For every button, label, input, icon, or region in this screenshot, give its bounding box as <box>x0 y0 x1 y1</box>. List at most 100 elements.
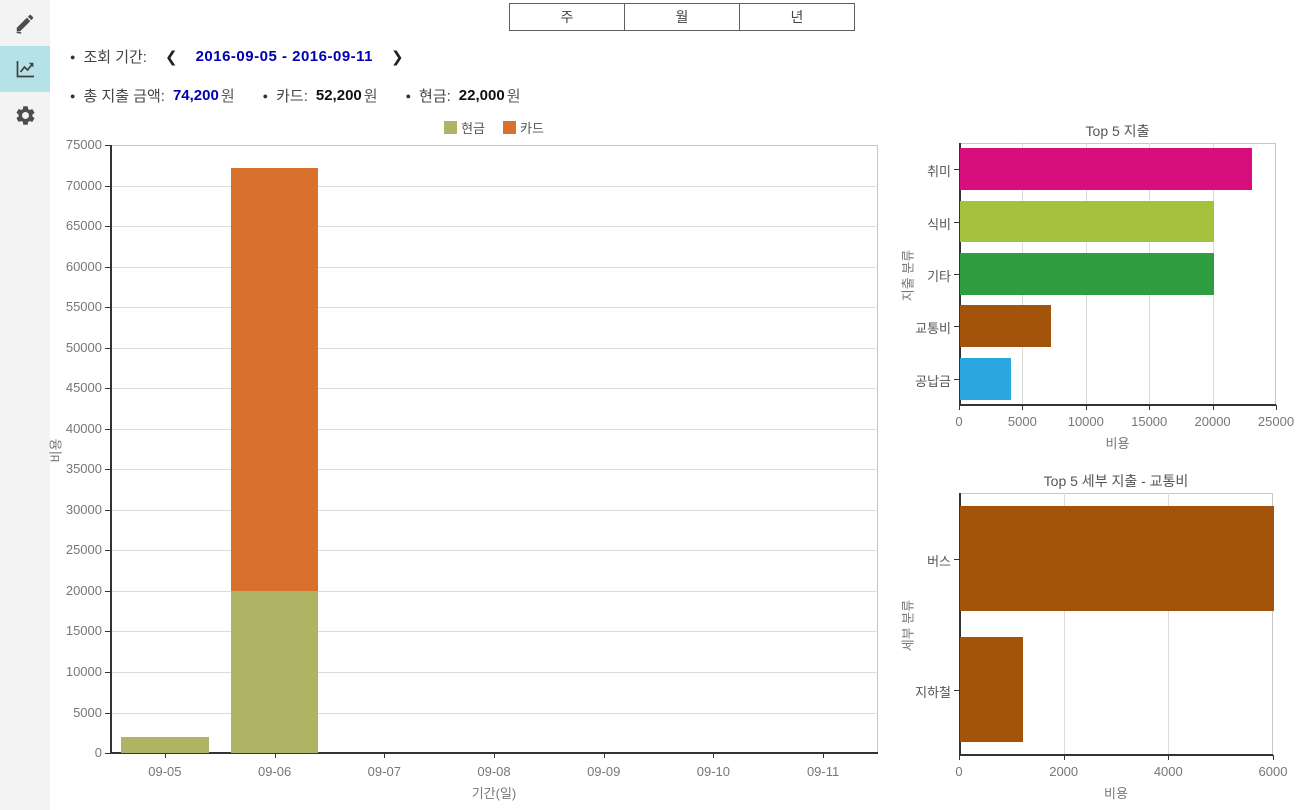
y-tick-label: 10000 <box>65 663 102 679</box>
y-tick <box>105 671 110 673</box>
x-tick <box>1212 405 1214 410</box>
x-tick <box>494 753 495 758</box>
y-axis-line <box>959 493 961 755</box>
sidebar-item-edit[interactable] <box>0 0 50 46</box>
bar-교통비[interactable] <box>960 305 1052 348</box>
category-label: 공납금 <box>915 373 951 389</box>
y-axis-title: 세부 분류 <box>900 599 916 652</box>
legend-label: 현금 <box>461 121 485 136</box>
currency-suffix: 원 <box>506 88 521 105</box>
chart-title: Top 5 세부 지출 - 교통비 <box>1043 473 1189 489</box>
gridline <box>110 185 878 187</box>
y-tick-label: 30000 <box>65 501 102 517</box>
bar-공납금[interactable] <box>960 357 1011 400</box>
x-tick-label: 09-09 <box>587 764 621 779</box>
bar-지하철[interactable] <box>960 637 1023 742</box>
gridline <box>110 469 878 471</box>
line-chart-icon <box>16 61 34 78</box>
y-tick <box>105 266 110 268</box>
tab-week[interactable]: 주 <box>509 3 625 31</box>
y-tick <box>105 712 110 714</box>
x-tick-label: 09-06 <box>257 764 292 779</box>
x-tick <box>713 753 715 758</box>
y-tick-label: 60000 <box>65 258 102 274</box>
y-tick-label: 50000 <box>65 339 102 355</box>
total-expense-label: 총 지출 금액: <box>83 88 165 105</box>
gridline <box>110 631 878 633</box>
summary-row: ● 총 지출 금액: 74,200 원 ● 카드: 52,200 원 ● 현금:… <box>70 85 521 106</box>
card-expense-value: 52,200 <box>315 87 362 104</box>
bar-취미[interactable] <box>960 148 1252 191</box>
card-expense-group: ● 카드: 52,200 원 <box>263 85 378 106</box>
total-expense-group: ● 총 지출 금액: 74,200 원 <box>70 85 235 106</box>
x-tick-label: 09-05 <box>148 764 182 779</box>
y-tick-label: 20000 <box>65 582 102 598</box>
x-tick <box>274 753 276 758</box>
x-tick <box>1063 755 1065 760</box>
category-label: 교통비 <box>915 321 951 337</box>
x-tick-label: 15000 <box>1131 414 1168 429</box>
y-tick <box>105 307 110 309</box>
x-tick-label: 20000 <box>1194 414 1231 429</box>
category-label: 식비 <box>927 216 951 232</box>
bar-segment-현금-09-05[interactable] <box>121 736 209 753</box>
bullet-icon: ● <box>405 90 412 101</box>
x-tick-label: 09-08 <box>477 764 511 779</box>
pencil-icon <box>16 14 34 34</box>
y-tick-label: 65000 <box>65 218 102 234</box>
y-tick <box>105 185 110 187</box>
next-period-arrow[interactable]: ❯ <box>391 48 404 66</box>
legend-label: 카드 <box>520 121 544 136</box>
bar-식비[interactable] <box>960 200 1214 243</box>
period-label: 조회 기간: <box>83 49 147 66</box>
y-tick <box>954 558 959 560</box>
tab-month[interactable]: 월 <box>624 3 740 31</box>
tab-year[interactable]: 년 <box>739 3 855 31</box>
y-tick <box>954 169 959 171</box>
x-tick <box>959 755 960 760</box>
category-label: 지하철 <box>915 684 951 700</box>
card-expense-label: 카드: <box>276 88 308 105</box>
gridline <box>110 226 878 228</box>
y-tick <box>105 428 110 430</box>
sidebar-item-statistics[interactable] <box>0 46 50 92</box>
x-tick-label: 6000 <box>1258 764 1288 779</box>
currency-suffix: 원 <box>363 88 378 105</box>
x-tick <box>823 753 825 758</box>
y-tick <box>105 590 110 592</box>
cash-expense-group: ● 현금: 22,000 원 <box>406 85 521 106</box>
y-tick-label: 25000 <box>65 542 102 558</box>
sidebar-item-settings[interactable] <box>0 92 50 138</box>
x-tick <box>1022 405 1024 410</box>
y-tick <box>105 388 110 390</box>
bar-segment-카드-09-06[interactable] <box>230 167 319 591</box>
category-label: 기타 <box>927 269 951 284</box>
y-tick <box>954 378 959 380</box>
x-axis-title: 비용 <box>1105 436 1130 451</box>
cash-expense-label: 현금: <box>419 88 451 105</box>
x-tick-label: 09-10 <box>696 764 731 779</box>
prev-period-arrow[interactable]: ❮ <box>164 48 178 66</box>
gridline <box>110 428 878 430</box>
gridline <box>1063 493 1065 755</box>
bar-segment-현금-09-06[interactable] <box>230 590 319 753</box>
y-tick-label: 75000 <box>65 137 102 152</box>
y-tick <box>954 689 959 691</box>
x-axis-title: 기간(일) <box>471 786 517 801</box>
bar-기타[interactable] <box>960 253 1214 295</box>
currency-suffix: 원 <box>220 88 235 105</box>
chart-legend: 현금 카드 <box>110 118 878 137</box>
total-expense-value: 74,200 <box>172 87 219 104</box>
bar-버스[interactable] <box>960 506 1274 611</box>
x-tick-label: 0 <box>955 764 963 779</box>
y-tick <box>105 550 110 552</box>
y-tick-label: 5000 <box>73 704 102 720</box>
y-tick-label: 40000 <box>65 420 102 436</box>
y-tick <box>954 326 959 328</box>
y-tick <box>105 509 110 511</box>
y-tick <box>105 753 110 754</box>
